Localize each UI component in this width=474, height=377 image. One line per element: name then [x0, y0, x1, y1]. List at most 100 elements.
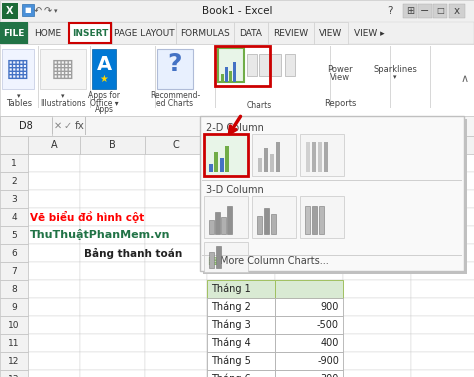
Text: 11: 11 — [8, 339, 20, 348]
Bar — [145, 172, 207, 190]
Bar — [411, 172, 474, 190]
Bar — [0, 116, 474, 136]
Bar — [203, 119, 467, 274]
Bar — [275, 298, 343, 316]
Bar — [275, 316, 343, 334]
Bar — [52, 118, 53, 134]
Bar — [275, 136, 343, 154]
Bar — [215, 46, 270, 86]
Bar — [90, 46, 91, 108]
Bar — [275, 370, 343, 377]
Bar — [300, 134, 344, 176]
Bar — [227, 206, 232, 234]
Text: 400: 400 — [320, 338, 339, 348]
Bar — [411, 208, 474, 226]
Bar — [28, 172, 80, 190]
Bar — [80, 352, 145, 370]
Bar — [202, 255, 462, 256]
Bar — [85, 117, 86, 135]
Bar — [0, 208, 28, 226]
Bar — [40, 49, 86, 89]
Bar — [80, 244, 145, 262]
Text: ■: ■ — [25, 7, 31, 13]
Bar — [80, 172, 145, 190]
Text: ↶: ↶ — [34, 6, 42, 16]
Text: Tháng 5: Tháng 5 — [211, 356, 251, 366]
Text: 3-D Column: 3-D Column — [206, 185, 264, 195]
Bar — [207, 370, 275, 377]
Bar — [271, 214, 276, 234]
Text: ↷: ↷ — [44, 6, 52, 16]
Bar — [411, 154, 474, 172]
Text: 300: 300 — [320, 374, 339, 377]
Bar — [343, 226, 411, 244]
Bar — [69, 23, 111, 43]
Text: g.: g. — [350, 212, 362, 222]
Bar — [300, 196, 344, 238]
Bar — [38, 46, 39, 108]
Text: Apps: Apps — [94, 106, 113, 115]
Text: View: View — [330, 72, 350, 81]
Bar — [0, 190, 28, 208]
Bar — [275, 352, 343, 370]
Bar — [305, 206, 310, 234]
Bar — [229, 71, 232, 82]
Bar — [0, 316, 28, 334]
Bar — [145, 136, 207, 154]
Bar — [207, 370, 275, 377]
Bar — [80, 280, 145, 298]
Text: INSERT: INSERT — [72, 29, 108, 37]
Bar — [80, 370, 145, 377]
Bar — [225, 146, 229, 172]
Bar — [145, 370, 207, 377]
Bar — [343, 262, 411, 280]
Bar — [207, 316, 275, 334]
Bar — [343, 136, 411, 154]
Bar — [343, 280, 411, 298]
Bar — [2, 49, 34, 89]
Bar — [207, 172, 275, 190]
Text: ▦: ▦ — [6, 57, 30, 81]
Text: ∧: ∧ — [461, 74, 469, 84]
Bar — [207, 352, 275, 370]
Bar — [275, 226, 343, 244]
Bar — [28, 190, 80, 208]
Text: Tháng 6: Tháng 6 — [211, 374, 251, 377]
Bar — [411, 190, 474, 208]
Text: ed Charts: ed Charts — [156, 98, 193, 107]
Bar — [275, 244, 343, 262]
Bar — [343, 244, 411, 262]
Bar — [234, 22, 268, 44]
Bar — [411, 226, 474, 244]
Text: Recommend-: Recommend- — [150, 92, 200, 101]
Bar — [28, 352, 80, 370]
Bar — [252, 196, 296, 238]
Text: E: E — [306, 140, 312, 150]
Bar — [218, 48, 244, 82]
Bar — [264, 208, 269, 234]
Text: Tables: Tables — [6, 100, 32, 109]
Bar — [318, 142, 322, 172]
Bar — [411, 262, 474, 280]
Text: Power: Power — [327, 64, 353, 74]
Bar — [0, 136, 28, 154]
Bar — [202, 180, 462, 181]
Bar — [411, 298, 474, 316]
Bar — [145, 280, 207, 298]
Bar — [275, 370, 343, 377]
Bar — [207, 208, 275, 226]
Text: ▦: ▦ — [51, 57, 75, 81]
Bar — [215, 212, 220, 234]
Bar — [145, 190, 207, 208]
Text: □: □ — [436, 6, 444, 15]
Bar — [207, 334, 275, 352]
Bar — [207, 334, 275, 352]
Bar — [145, 262, 207, 280]
Text: VIEW ▸: VIEW ▸ — [354, 29, 384, 37]
Text: A: A — [51, 140, 57, 150]
Bar — [28, 298, 80, 316]
Bar — [418, 4, 432, 18]
Bar — [0, 226, 28, 244]
Text: Charts: Charts — [247, 101, 272, 110]
Bar — [28, 370, 80, 377]
